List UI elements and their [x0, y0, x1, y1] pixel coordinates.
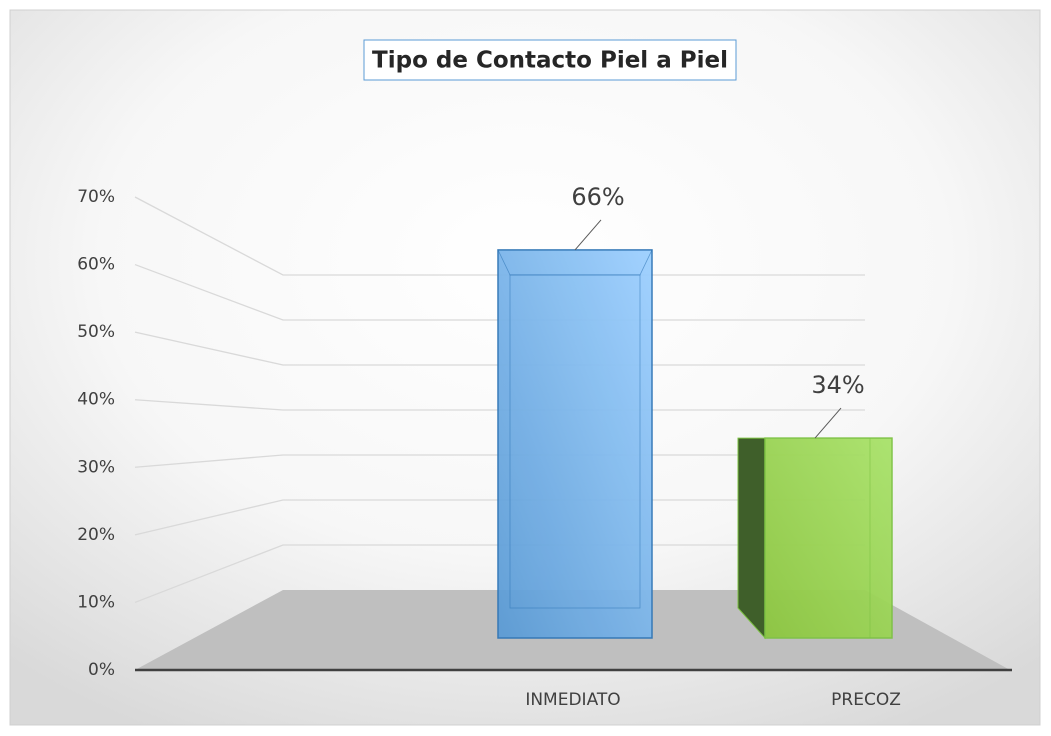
y-tick-label: 70%	[77, 187, 115, 207]
grid-line	[134, 544, 865, 604]
bar-side	[737, 437, 766, 640]
data-label: 66%	[571, 183, 624, 211]
bar-inner	[509, 274, 641, 609]
grid-line	[134, 196, 865, 276]
leader-line	[814, 407, 842, 439]
y-tick-label: 40%	[77, 390, 115, 410]
x-tick-label: PRECOZ	[831, 690, 901, 710]
y-tick-label: 50%	[77, 322, 115, 342]
y-tick-label: 10%	[77, 592, 115, 612]
grid-line	[134, 399, 865, 411]
grid-line	[134, 499, 865, 536]
data-label: 34%	[811, 371, 864, 399]
bar	[497, 249, 653, 639]
grid-line	[134, 331, 865, 366]
chart-title: Tipo de Contacto Piel a Piel	[372, 48, 728, 74]
grid-line	[134, 454, 865, 468]
grid-line	[134, 263, 865, 321]
y-tick-label: 30%	[77, 457, 115, 477]
y-tick-label: 60%	[77, 255, 115, 275]
leader-line	[574, 219, 602, 251]
x-tick-label: INMEDIATO	[525, 690, 620, 710]
title-box	[363, 39, 737, 81]
y-tick-label: 0%	[88, 660, 115, 680]
y-tick-label: 20%	[77, 525, 115, 545]
bar	[764, 437, 893, 639]
